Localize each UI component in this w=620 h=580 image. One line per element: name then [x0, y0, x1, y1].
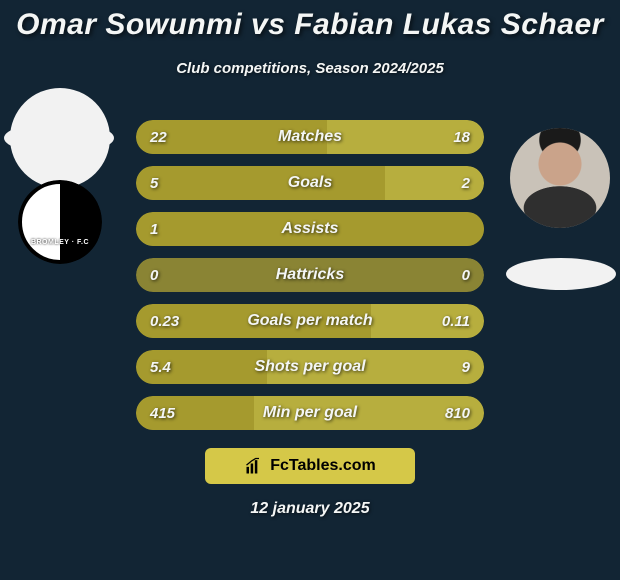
- stat-label: Min per goal: [136, 396, 484, 430]
- stat-row: 0.230.11Goals per match: [136, 304, 484, 338]
- stat-label: Goals: [136, 166, 484, 200]
- club-badge-left-graphic: BROMLEY · F.C: [18, 180, 102, 264]
- stat-label: Matches: [136, 120, 484, 154]
- comparison-card: Omar Sowunmi vs Fabian Lukas Schaer Club…: [0, 0, 620, 580]
- stat-label: Goals per match: [136, 304, 484, 338]
- stats-bars: 2218Matches 52Goals 1Assists 00Hattricks 0.2…: [136, 120, 484, 442]
- page-title: Omar Sowunmi vs Fabian Lukas Schaer: [0, 8, 620, 42]
- player-right-avatar: [510, 128, 610, 228]
- stat-row: 2218Matches: [136, 120, 484, 154]
- stat-row: 415810Min per goal: [136, 396, 484, 430]
- club-badge-left-text: BROMLEY · F.C: [22, 239, 98, 246]
- stat-row: 00Hattricks: [136, 258, 484, 292]
- club-badge-left: BROMLEY · F.C: [18, 180, 102, 264]
- player-left-avatar: [10, 88, 110, 188]
- site-badge-label: FcTables.com: [270, 457, 376, 475]
- shadow-oval-right: [506, 258, 616, 290]
- site-badge[interactable]: FcTables.com: [205, 448, 415, 484]
- stat-row: 52Goals: [136, 166, 484, 200]
- stat-label: Hattricks: [136, 258, 484, 292]
- stat-label: Assists: [136, 212, 484, 246]
- chart-icon: [244, 456, 264, 476]
- stat-row: 1Assists: [136, 212, 484, 246]
- stat-row: 5.49Shots per goal: [136, 350, 484, 384]
- stat-label: Shots per goal: [136, 350, 484, 384]
- subtitle: Club competitions, Season 2024/2025: [0, 60, 620, 77]
- date-label: 12 january 2025: [0, 500, 620, 518]
